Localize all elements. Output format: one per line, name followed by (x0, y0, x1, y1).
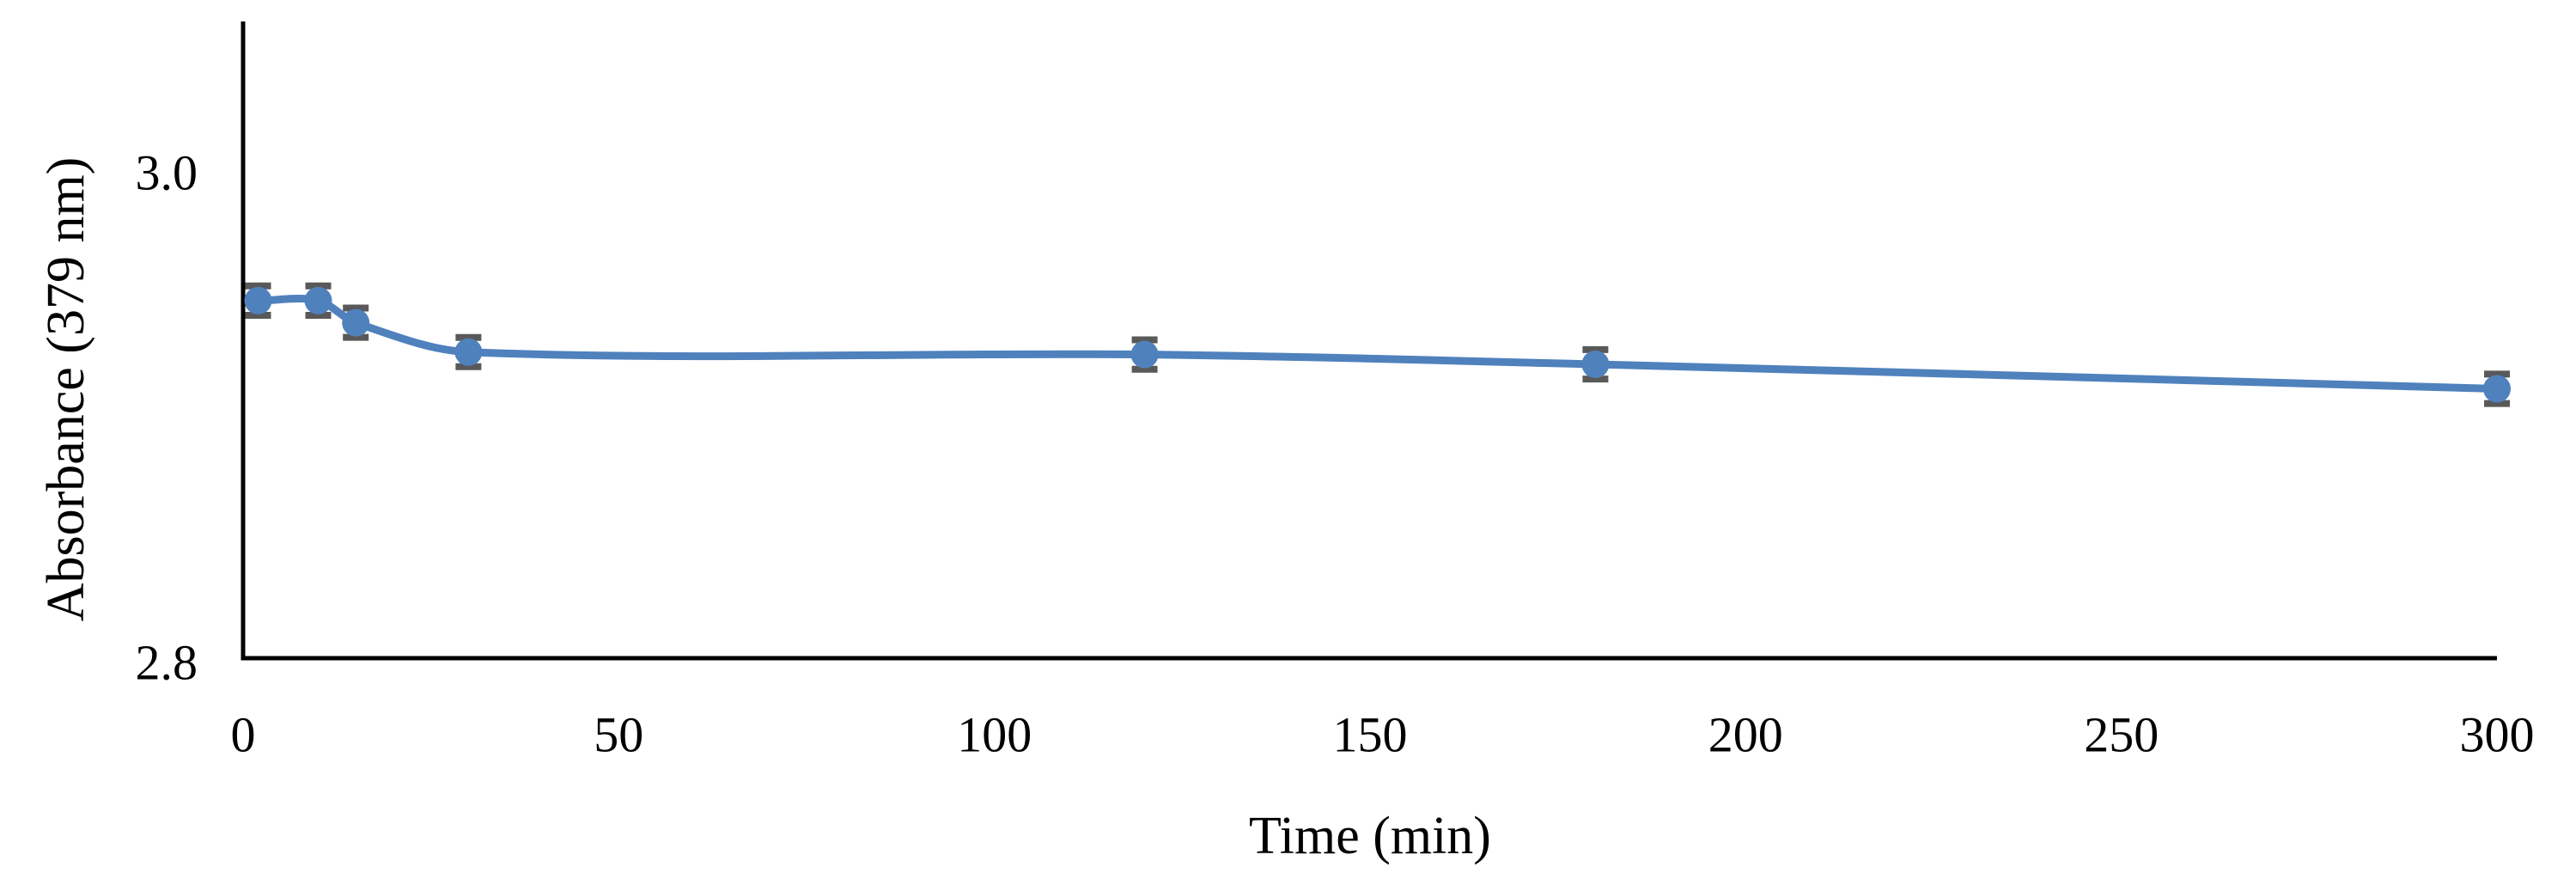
y-axis-title: Absorbance (379 nm) (37, 157, 95, 622)
x-tick-label: 200 (1708, 707, 1783, 763)
x-tick-label: 300 (2460, 707, 2535, 763)
x-tick-label: 0 (231, 707, 256, 763)
chart-layer: 0 50 100 150 200 250 300 2.8 3.0 (136, 21, 2535, 763)
data-point-marker (2483, 375, 2511, 403)
data-point-marker (342, 308, 370, 337)
x-axis-title: Time (min) (1249, 807, 1491, 865)
data-point-marker (1130, 340, 1159, 369)
data-point-marker (1581, 351, 1610, 378)
data-point-marker (454, 338, 483, 366)
data-point-marker (244, 286, 272, 314)
x-tick-label: 100 (957, 707, 1032, 763)
y-tick-label: 3.0 (136, 145, 198, 201)
x-tick-label: 50 (594, 707, 643, 763)
data-point-marker (304, 286, 332, 314)
series-line (254, 295, 2501, 393)
y-tick-label: 2.8 (136, 635, 198, 691)
axes-line (241, 21, 2497, 661)
x-tick-label: 150 (1333, 707, 1408, 763)
x-tick-label: 250 (2084, 707, 2159, 763)
